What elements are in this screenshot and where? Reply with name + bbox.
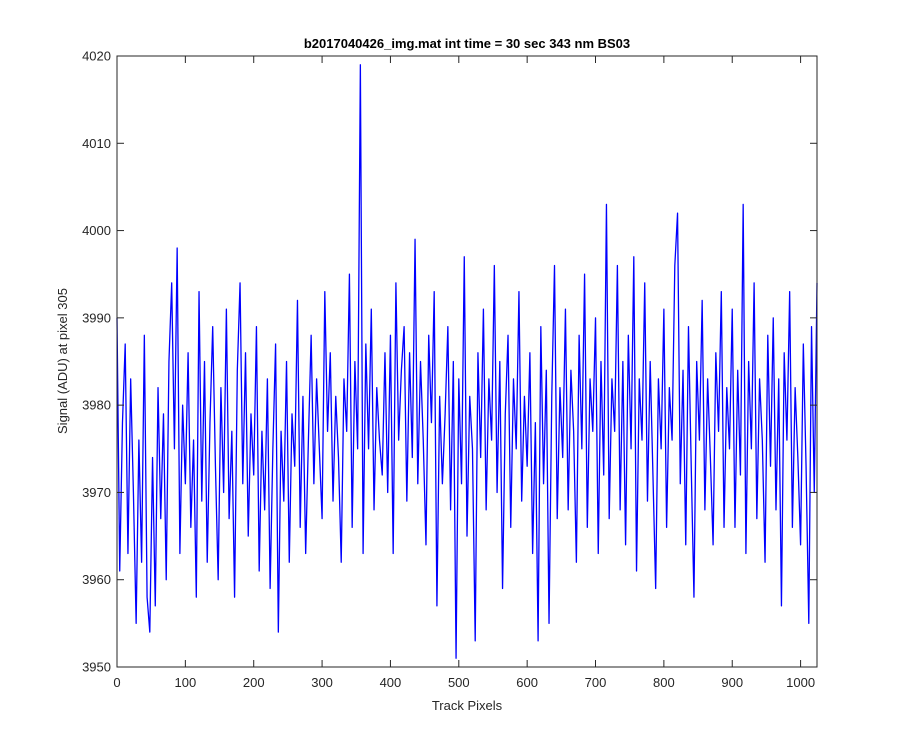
y-tick-label: 4020 [82,49,111,64]
y-tick-label: 4010 [82,136,111,151]
series-line-0 [116,64,818,659]
x-axis-label: Track Pixels [432,698,503,713]
x-tick-label: 600 [516,675,538,690]
x-tick-label: 900 [721,675,743,690]
x-tick-label: 700 [585,675,607,690]
axes-box [116,55,818,668]
data-layer [116,64,818,659]
y-tick-label: 4000 [82,223,111,238]
x-tick-label: 800 [653,675,675,690]
plot-area [117,56,817,667]
y-tick-label: 3980 [82,398,111,413]
x-tick-label: 300 [311,675,333,690]
y-axis-label: Signal (ADU) at pixel 305 [55,288,70,434]
y-tick-label: 3970 [82,485,111,500]
chart-title: b2017040426_img.mat int time = 30 sec 34… [304,36,630,51]
x-tick-label: 100 [175,675,197,690]
x-tick-label: 400 [380,675,402,690]
y-tick-label: 3950 [82,660,111,675]
y-tick-label: 3960 [82,572,111,587]
x-tick-label: 0 [113,675,120,690]
axes-layer: 0 100 200 300 400 500 600 700 800 900 1000 3950 3960… [82,49,818,690]
x-tick-label: 500 [448,675,470,690]
y-tick-label: 3990 [82,310,111,325]
x-tick-label: 1000 [786,675,815,690]
x-tick-label: 200 [243,675,265,690]
